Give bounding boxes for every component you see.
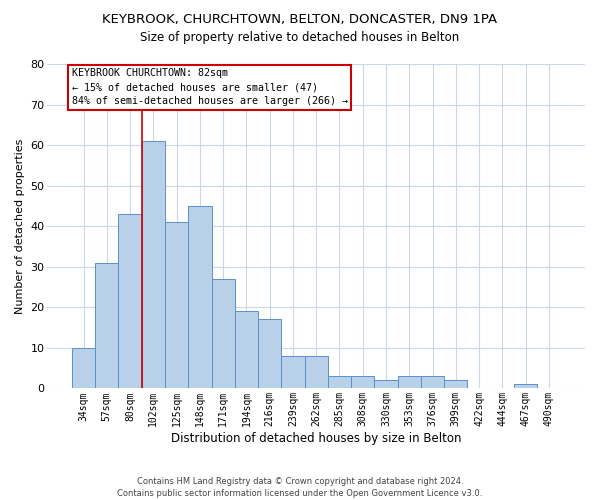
Bar — [212, 279, 235, 388]
Bar — [351, 376, 374, 388]
Bar — [165, 222, 188, 388]
Text: KEYBROOK, CHURCHTOWN, BELTON, DONCASTER, DN9 1PA: KEYBROOK, CHURCHTOWN, BELTON, DONCASTER,… — [103, 12, 497, 26]
Bar — [398, 376, 421, 388]
Bar — [421, 376, 444, 388]
Bar — [328, 376, 351, 388]
Bar — [514, 384, 537, 388]
Bar — [72, 348, 95, 389]
Bar — [374, 380, 398, 388]
Y-axis label: Number of detached properties: Number of detached properties — [15, 138, 25, 314]
Bar — [95, 262, 118, 388]
Bar — [258, 320, 281, 388]
Text: KEYBROOK CHURCHTOWN: 82sqm
← 15% of detached houses are smaller (47)
84% of semi: KEYBROOK CHURCHTOWN: 82sqm ← 15% of deta… — [72, 68, 348, 106]
Bar — [281, 356, 305, 388]
Text: Contains HM Land Registry data © Crown copyright and database right 2024.
Contai: Contains HM Land Registry data © Crown c… — [118, 476, 482, 498]
Text: Size of property relative to detached houses in Belton: Size of property relative to detached ho… — [140, 31, 460, 44]
Bar — [444, 380, 467, 388]
Bar — [118, 214, 142, 388]
Bar — [305, 356, 328, 388]
Bar — [188, 206, 212, 388]
Bar — [142, 141, 165, 388]
Bar — [235, 312, 258, 388]
X-axis label: Distribution of detached houses by size in Belton: Distribution of detached houses by size … — [171, 432, 461, 445]
